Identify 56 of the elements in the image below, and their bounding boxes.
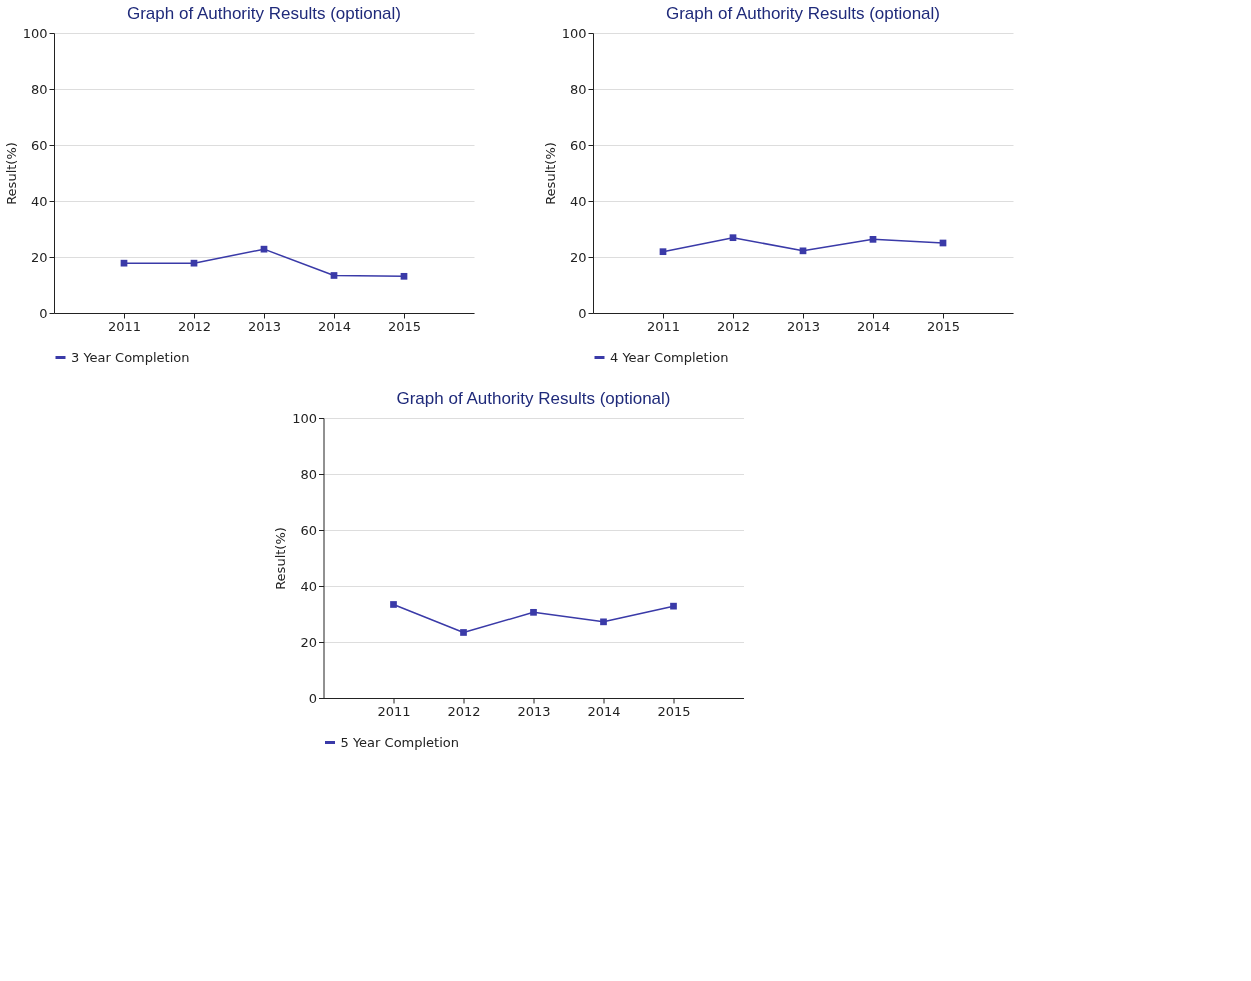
y-tick-label: 0 xyxy=(39,305,48,321)
y-axis-title: Result(%) xyxy=(273,527,289,590)
y-tick-label: 60 xyxy=(569,137,587,153)
y-tick-label: 80 xyxy=(300,466,317,482)
y-tick-label: 40 xyxy=(300,578,317,594)
x-tick-label: 2012 xyxy=(716,318,751,334)
y-tick-label: 20 xyxy=(300,634,317,650)
legend-label: 3 Year Completion xyxy=(71,349,190,365)
y-tick-label: 20 xyxy=(30,249,48,265)
x-tick-label: 2011 xyxy=(107,318,142,334)
y-tick-label: 40 xyxy=(30,193,48,209)
y-tick-label: 40 xyxy=(569,193,587,209)
point xyxy=(120,259,128,267)
y-tick-label: 80 xyxy=(569,81,587,97)
point xyxy=(400,272,408,280)
point xyxy=(460,629,467,636)
x-tick-label: 2012 xyxy=(177,318,212,334)
point xyxy=(530,608,537,616)
x-tick-label: 2014 xyxy=(317,318,352,334)
x-tick-label: 2015 xyxy=(387,318,422,334)
x-tick-label: 2014 xyxy=(587,703,621,719)
y-tick-label: 80 xyxy=(30,81,48,97)
legend-label: 4 Year Completion xyxy=(610,349,729,365)
x-tick-label: 2011 xyxy=(377,703,411,719)
legend-label: 5 Year Completion xyxy=(340,734,460,750)
y-tick-label: 100 xyxy=(22,25,48,41)
x-tick-label: 2013 xyxy=(517,703,551,719)
point xyxy=(390,601,397,608)
point xyxy=(799,247,807,255)
point xyxy=(190,259,198,267)
point xyxy=(260,245,268,253)
y-tick-label: 60 xyxy=(300,522,317,538)
x-tick-label: 2012 xyxy=(447,703,481,719)
chart-title: Graph of Authority Results (optional) xyxy=(665,4,941,23)
y-tick-label: 0 xyxy=(578,305,587,321)
y-tick-label: 20 xyxy=(569,249,587,265)
point xyxy=(729,234,737,242)
point xyxy=(330,272,338,279)
y-tick-label: 100 xyxy=(292,410,317,426)
y-tick-label: 0 xyxy=(308,690,317,706)
x-tick-label: 2015 xyxy=(657,703,691,719)
y-tick-label: 100 xyxy=(561,25,587,41)
y-tick-label: 60 xyxy=(30,137,48,153)
chart-title: Graph of Authority Results (optional) xyxy=(396,389,671,408)
x-tick-label: 2013 xyxy=(786,318,821,334)
x-tick-label: 2014 xyxy=(856,318,891,334)
y-axis-title: Result(%) xyxy=(3,142,19,205)
x-tick-label: 2013 xyxy=(247,318,282,334)
point xyxy=(670,602,677,610)
x-tick-label: 2011 xyxy=(646,318,681,334)
y-axis-title: Result(%) xyxy=(542,142,558,205)
x-tick-label: 2015 xyxy=(926,318,961,334)
point xyxy=(869,236,877,243)
point xyxy=(659,248,667,256)
point xyxy=(600,618,607,626)
chart-title: Graph of Authority Results (optional) xyxy=(126,4,402,23)
